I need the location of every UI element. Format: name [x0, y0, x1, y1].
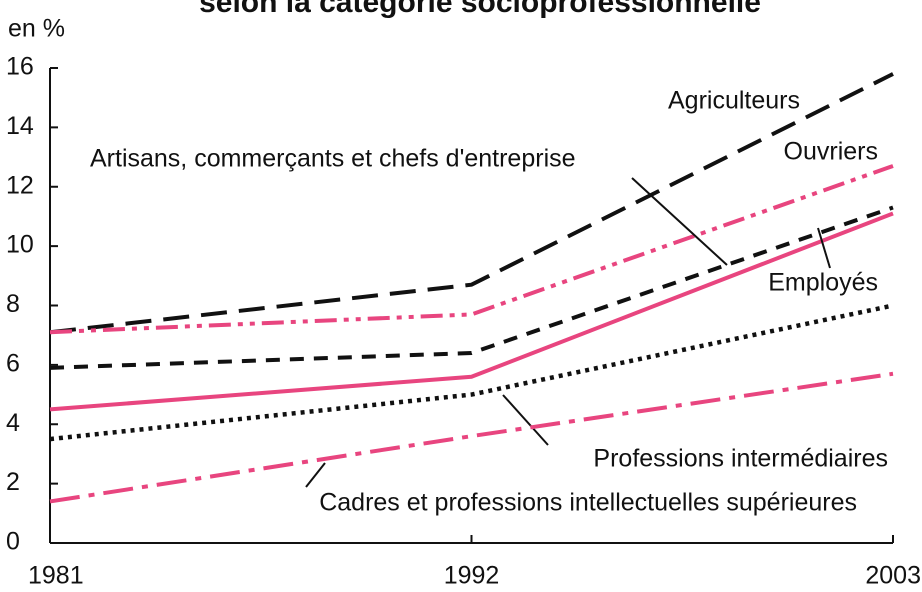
y-tick-label: 0: [6, 528, 20, 556]
y-axis-label: en %: [8, 15, 65, 43]
y-tick-label: 4: [6, 409, 20, 437]
x-tick-label: 1992: [444, 562, 500, 590]
y-tick-label: 12: [6, 171, 34, 199]
line: [49, 371, 894, 504]
series-label: Cadres et professions intellectuelles su…: [319, 489, 857, 517]
y-tick-label: 8: [6, 290, 20, 318]
leader-line: [817, 227, 831, 269]
label-background: [87, 144, 579, 173]
series-label: Ouvriers: [784, 138, 878, 166]
x-tick-label: 1981: [28, 562, 84, 590]
y-tick-label: 14: [6, 112, 34, 140]
x-tick-label: 2003: [865, 562, 921, 590]
label-background: [590, 444, 891, 473]
line: [49, 164, 894, 335]
line: [49, 72, 894, 335]
y-tick-label: 10: [6, 231, 34, 259]
y-tick-label: 2: [6, 468, 20, 496]
line: [49, 303, 894, 442]
series-label: Artisans, commerçants et chefs d'entrepr…: [90, 145, 576, 173]
leader-line: [631, 177, 728, 266]
label-background: [780, 137, 881, 166]
chart-title: selon la catégorie socioprofessionnelle: [199, 0, 761, 19]
series-label: Agriculteurs: [668, 87, 800, 115]
line: [49, 205, 894, 370]
y-tick-label: 16: [6, 53, 34, 81]
series-label: Professions intermédiaires: [593, 445, 888, 473]
series-label: Employés: [768, 269, 878, 297]
y-tick-label: 6: [6, 349, 20, 377]
leader-line: [305, 462, 326, 488]
label-background: [665, 86, 803, 115]
label-background: [316, 488, 860, 517]
line: [49, 211, 894, 412]
leader-line: [502, 394, 549, 446]
label-background: [765, 268, 881, 297]
